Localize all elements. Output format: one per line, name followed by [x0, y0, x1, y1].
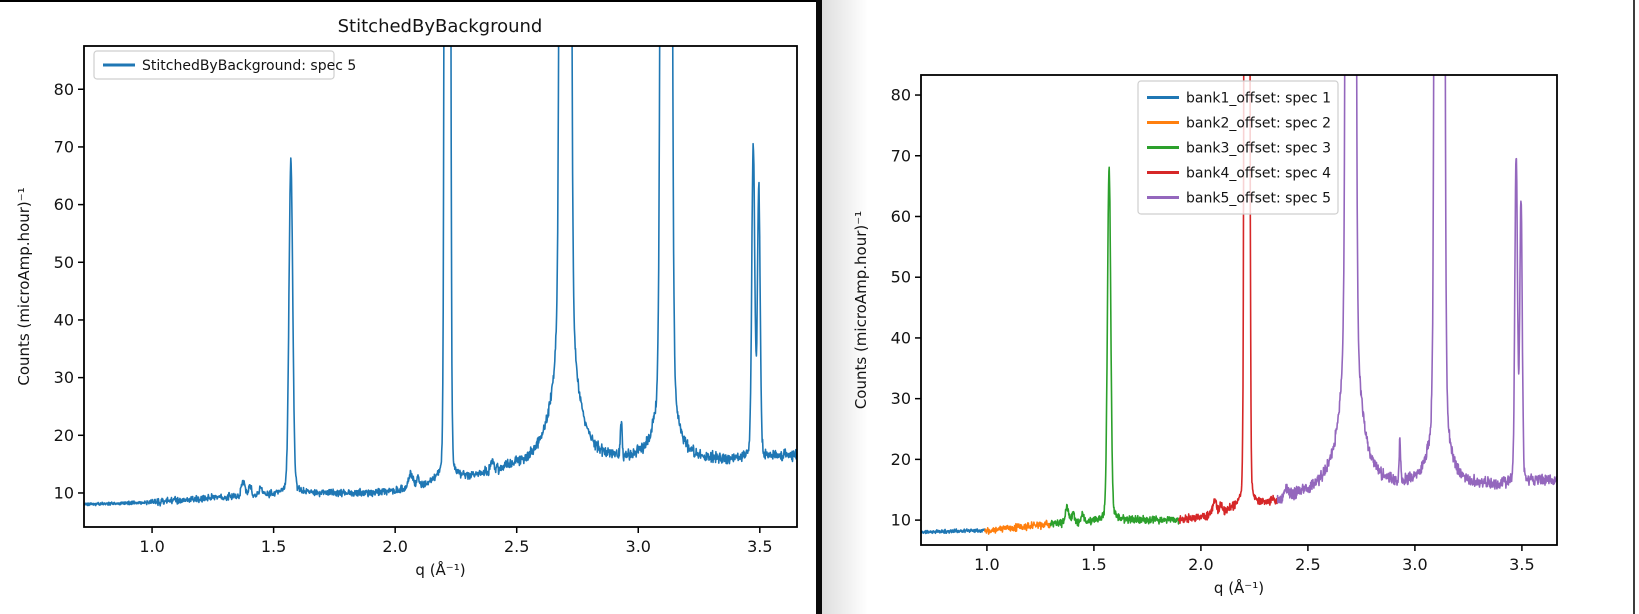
y-tick-label: 60 — [54, 195, 74, 214]
series-bank4_offset — [1177, 75, 1280, 524]
y-tick-label: 40 — [891, 328, 911, 347]
legend-label: bank1_offset: spec 1 — [1186, 91, 1331, 107]
axes-frame — [83, 45, 798, 528]
y-tick-label: 20 — [54, 426, 74, 445]
x-tick-label: 3.0 — [626, 537, 651, 556]
legend-box — [93, 50, 335, 80]
y-axis-label: Counts (microAmp.hour)⁻¹ — [15, 187, 33, 385]
series-group — [84, 46, 797, 507]
y-tick-label: 10 — [54, 483, 74, 502]
legend-label: bank5_offset: spec 5 — [1186, 191, 1331, 207]
y-tick-label: 60 — [891, 207, 911, 226]
left-chart: 1.0 1.5 2.0 2.5 3.0 3.5 10 20 30 40 50 60 70 80 q (Å⁻¹… — [15, 16, 798, 579]
x-tick-label: 2.5 — [504, 537, 529, 556]
x-tick-label: 2.5 — [1295, 555, 1320, 574]
y-axis-label: Counts (microAmp.hour)⁻¹ — [852, 211, 870, 409]
x-tick-label: 1.5 — [261, 537, 286, 556]
y-tick-label: 10 — [891, 511, 911, 530]
x-axis-label: q (Å⁻¹) — [415, 560, 465, 579]
y-tick-label: 50 — [54, 253, 74, 272]
series-bank2_offset — [984, 519, 1053, 535]
chart-title: StitchedByBackground — [338, 16, 543, 37]
y-tick-label: 40 — [54, 310, 74, 329]
legend-label: bank2_offset: spec 2 — [1186, 116, 1331, 132]
series-bank5_offset — [1276, 75, 1557, 504]
y-tick-label: 80 — [54, 80, 74, 99]
legend-entry: bank3_offset: spec 3 — [1147, 141, 1331, 157]
x-tick-label: 3.0 — [1402, 555, 1427, 574]
series-bank3_offset — [1049, 166, 1181, 529]
y-tick-label: 30 — [891, 389, 911, 408]
legend-label: StitchedByBackground: spec 5 — [142, 58, 356, 74]
x-tick-label: 2.0 — [382, 537, 407, 556]
legend-entry: StitchedByBackground: spec 5 — [103, 58, 356, 74]
y-tick-label: 70 — [891, 146, 911, 165]
right-chart: 1.0 1.5 2.0 2.5 3.0 3.5 10 20 30 40 50 60 70 80 q (Å⁻¹… — [852, 74, 1558, 597]
x-axis-label: q (Å⁻¹) — [1214, 578, 1264, 597]
x-tick-label: 3.5 — [1509, 555, 1534, 574]
y-tick-label: 70 — [54, 137, 74, 156]
panel-edge-shadow — [822, 0, 868, 614]
x-tick-label: 3.5 — [747, 537, 772, 556]
window-right-edge — [1633, 0, 1635, 614]
legend: bank1_offset: spec 1 bank2_offset: spec 2… — [1137, 80, 1339, 215]
legend-entry: bank4_offset: spec 4 — [1147, 166, 1331, 182]
legend-label: bank4_offset: spec 4 — [1186, 166, 1331, 182]
legend-label: bank3_offset: spec 3 — [1186, 141, 1331, 157]
axes-frame — [920, 74, 1558, 546]
x-tick-label: 1.5 — [1081, 555, 1106, 574]
legend-box — [1137, 80, 1339, 215]
legend: StitchedByBackground: spec 5 — [93, 50, 356, 80]
legend-entry: bank2_offset: spec 2 — [1147, 116, 1331, 132]
left-figure-panel — [0, 0, 817, 614]
legend-entry: bank1_offset: spec 1 — [1147, 91, 1331, 107]
y-tick-label: 50 — [891, 268, 911, 287]
series-group — [921, 75, 1557, 535]
series-StitchedByBackground — [84, 46, 797, 507]
y-tick-label: 80 — [891, 86, 911, 105]
x-tick-label: 1.0 — [139, 537, 164, 556]
panel-divider — [816, 0, 822, 614]
y-tick-label: 20 — [891, 450, 911, 469]
series-bank1_offset — [921, 528, 987, 535]
x-tick-label: 1.0 — [974, 555, 999, 574]
y-tick-label: 30 — [54, 368, 74, 387]
legend-entry: bank5_offset: spec 5 — [1147, 191, 1331, 207]
x-tick-label: 2.0 — [1188, 555, 1213, 574]
